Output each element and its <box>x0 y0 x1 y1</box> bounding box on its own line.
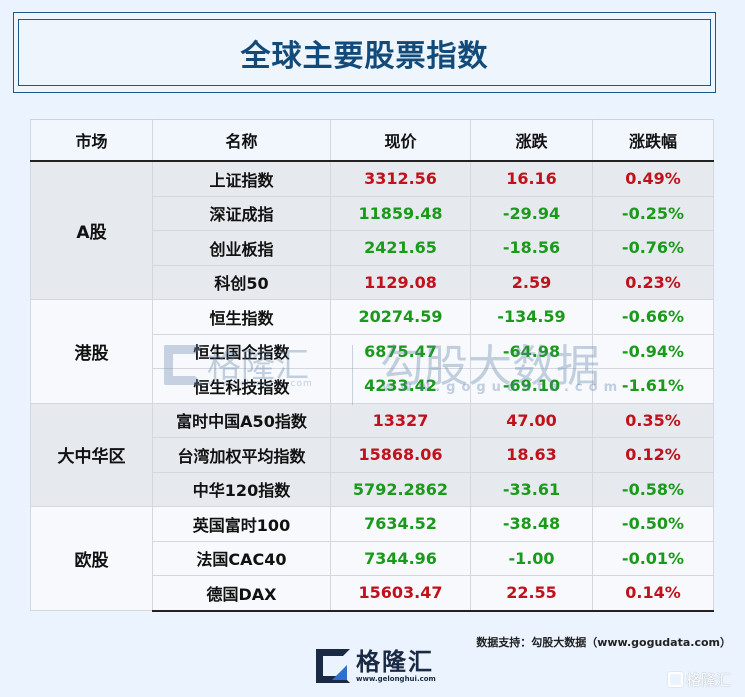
price-cell: 11859.48 <box>330 195 471 231</box>
change-cell: 2.59 <box>470 264 593 300</box>
price-cell: 7634.52 <box>330 506 471 542</box>
logo-name: 格隆汇 <box>356 648 434 676</box>
price-cell: 20274.59 <box>330 299 471 335</box>
index-name: 恒生国企指数 <box>152 333 331 369</box>
header-market: 市场 <box>30 119 153 162</box>
data-source-note: 数据支持：勾股大数据（www.gogudata.com） <box>476 636 731 649</box>
price-cell: 5792.2862 <box>330 471 471 507</box>
corner-watermark: 格隆汇 <box>667 669 731 690</box>
corner-watermark-text: 格隆汇 <box>685 671 731 689</box>
index-name: 上证指数 <box>152 160 331 197</box>
change-cell: -18.56 <box>470 230 593 266</box>
index-name: 富时中国A50指数 <box>152 402 331 438</box>
change-pct-cell: 0.12% <box>592 437 714 473</box>
change-pct-cell: -1.61% <box>592 368 714 404</box>
change-cell: -134.59 <box>470 299 593 335</box>
table-header-row: 市场 名称 现价 涨跌 涨跌幅 <box>30 119 714 162</box>
change-pct-cell: 0.14% <box>592 575 714 612</box>
change-cell: 47.00 <box>470 402 593 438</box>
index-name: 德国DAX <box>152 575 331 612</box>
index-table: 市场 名称 现价 涨跌 涨跌幅 A股 上证指数 3312.56 16.16 0.… <box>30 119 714 612</box>
table-row: 台湾加权平均指数 15868.06 18.63 0.12% <box>31 437 714 473</box>
change-pct-cell: -0.94% <box>592 333 714 369</box>
market-cell: 港股 <box>30 299 153 404</box>
table-row: 港股 恒生指数 20274.59 -134.59 -0.66% <box>30 299 714 404</box>
change-pct-cell: -0.58% <box>592 471 714 507</box>
price-cell: 15868.06 <box>330 437 471 473</box>
price-cell: 15603.47 <box>330 575 471 612</box>
table-row: 创业板指 2421.65 -18.56 -0.76% <box>31 230 714 266</box>
change-cell: 18.63 <box>470 437 593 473</box>
index-name: 英国富时100 <box>152 506 331 542</box>
change-cell: -1.00 <box>470 540 593 576</box>
change-cell: 16.16 <box>470 160 593 197</box>
index-name: 法国CAC40 <box>152 540 331 576</box>
change-pct-cell: -0.01% <box>592 540 714 576</box>
index-name: 恒生指数 <box>152 299 331 335</box>
table-row: 中华120指数 5792.2862 -33.61 -0.58% <box>31 471 714 507</box>
price-cell: 7344.96 <box>330 540 471 576</box>
change-cell: 22.55 <box>470 575 593 612</box>
price-cell: 4233.42 <box>330 368 471 404</box>
price-cell: 3312.56 <box>330 160 471 197</box>
table-row: 科创50 1129.08 2.59 0.23% <box>31 264 714 300</box>
market-cell: 欧股 <box>30 506 153 611</box>
change-pct-cell: -0.66% <box>592 299 714 335</box>
header-change: 涨跌 <box>470 119 593 162</box>
table-row: 大中华区 富时中国A50指数 13327 47.00 0.35% <box>30 402 714 507</box>
change-pct-cell: 0.35% <box>592 402 714 438</box>
table-row: A股 上证指数 3312.56 16.16 0.49% <box>30 160 714 300</box>
title-inner-frame: 全球主要股票指数 <box>18 19 711 86</box>
market-cell: A股 <box>30 160 153 300</box>
change-cell: -64.98 <box>470 333 593 369</box>
change-cell: -69.10 <box>470 368 593 404</box>
title-banner: 全球主要股票指数 <box>13 12 716 93</box>
corner-watermark-logo-icon <box>667 672 683 687</box>
price-cell: 1129.08 <box>330 264 471 300</box>
change-pct-cell: -0.25% <box>592 195 714 231</box>
change-cell: -29.94 <box>470 195 593 231</box>
change-cell: -38.48 <box>470 506 593 542</box>
change-pct-cell: 0.23% <box>592 264 714 300</box>
gelonghui-logo: 格隆汇 www.gelonghui.com <box>316 649 436 683</box>
index-name: 科创50 <box>152 264 331 300</box>
logo-url: www.gelonghui.com <box>356 675 436 683</box>
change-cell: -33.61 <box>470 471 593 507</box>
price-cell: 6875.47 <box>330 333 471 369</box>
table-row: 法国CAC40 7344.96 -1.00 -0.01% <box>31 540 714 576</box>
index-name: 深证成指 <box>152 195 331 231</box>
header-change-pct: 涨跌幅 <box>592 119 714 162</box>
header-name: 名称 <box>152 119 331 162</box>
header-price: 现价 <box>330 119 471 162</box>
table-row: 欧股 英国富时100 7634.52 -38.48 -0.50% <box>30 506 714 611</box>
price-cell: 13327 <box>330 402 471 438</box>
change-pct-cell: 0.49% <box>592 160 714 197</box>
change-pct-cell: -0.50% <box>592 506 714 542</box>
table-row: 德国DAX 15603.47 22.55 0.14% <box>31 575 714 612</box>
change-pct-cell: -0.76% <box>592 230 714 266</box>
table-row: 深证成指 11859.48 -29.94 -0.25% <box>31 195 714 231</box>
index-name: 中华120指数 <box>152 471 331 507</box>
table-row: 恒生国企指数 6875.47 -64.98 -0.94% <box>31 333 714 369</box>
index-name: 恒生科技指数 <box>152 368 331 404</box>
market-cell: 大中华区 <box>30 402 153 507</box>
gelonghui-logo-icon <box>316 649 350 683</box>
index-name: 创业板指 <box>152 230 331 266</box>
page-title: 全球主要股票指数 <box>240 38 489 74</box>
index-name: 台湾加权平均指数 <box>152 437 331 473</box>
price-cell: 2421.65 <box>330 230 471 266</box>
